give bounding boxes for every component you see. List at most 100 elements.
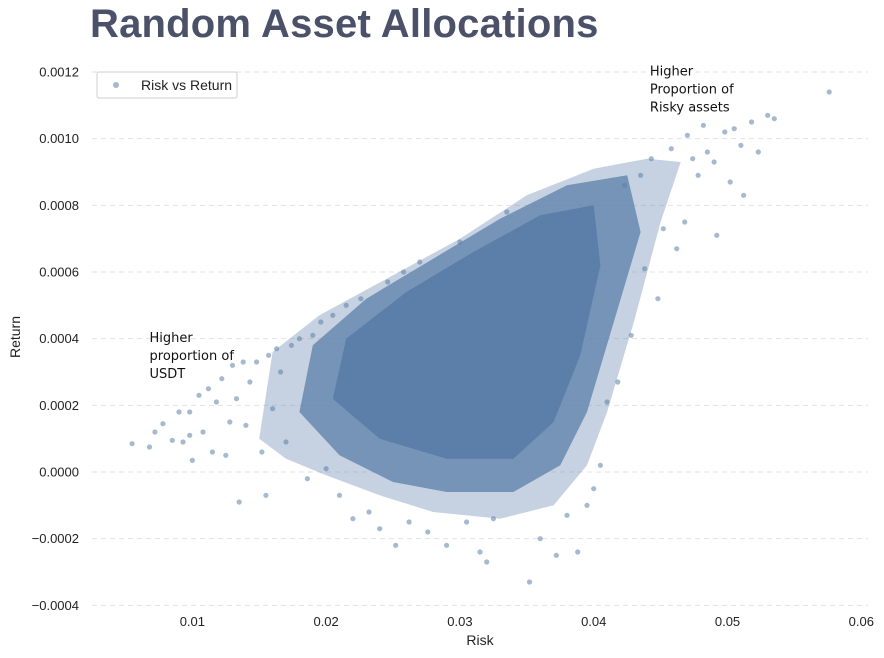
- y-axis-ticks: −0.0004 −0.0002 0.0000 0.0002 0.0004 0.0006 0.…: [32, 65, 79, 613]
- y-tick-label: 0.0000: [39, 465, 79, 480]
- point-cloud-band: [332, 205, 601, 459]
- data-point: [553, 552, 559, 558]
- data-point: [310, 332, 316, 338]
- data-point: [227, 419, 233, 425]
- data-point: [330, 312, 336, 318]
- data-point: [738, 142, 744, 148]
- data-point: [584, 502, 590, 508]
- data-point: [350, 516, 356, 522]
- data-point: [377, 526, 383, 532]
- data-point: [160, 421, 166, 427]
- data-point: [638, 172, 644, 178]
- data-point: [401, 269, 407, 275]
- data-point: [229, 362, 236, 368]
- x-axis-ticks: 0.01 0.02 0.03 0.04 0.05 0.06: [180, 614, 874, 629]
- legend-entry-label: Risk vs Return: [141, 77, 232, 93]
- data-point: [564, 512, 570, 518]
- data-point: [444, 542, 450, 548]
- y-tick-label: −0.0002: [32, 531, 79, 546]
- data-point: [358, 296, 364, 302]
- data-point: [537, 536, 543, 542]
- data-point: [484, 559, 490, 565]
- data-points: [129, 89, 832, 585]
- data-point: [304, 476, 310, 482]
- data-point: [366, 509, 372, 515]
- data-point: [628, 332, 634, 338]
- data-point: [604, 399, 610, 405]
- data-point: [200, 429, 206, 435]
- data-point: [575, 549, 581, 555]
- x-axis-label: Risk: [466, 632, 494, 648]
- data-point: [146, 444, 153, 450]
- x-tick-label: 0.02: [313, 614, 338, 629]
- data-point: [266, 352, 272, 358]
- data-point: [180, 439, 186, 445]
- data-point: [749, 119, 755, 125]
- data-point: [209, 449, 215, 455]
- data-point: [615, 379, 621, 385]
- data-point: [504, 209, 510, 215]
- data-point: [755, 149, 761, 155]
- data-point: [406, 519, 412, 525]
- data-point: [457, 239, 463, 245]
- y-tick-label: 0.0002: [39, 398, 79, 413]
- data-point: [223, 452, 229, 458]
- data-point: [741, 192, 747, 198]
- y-axis-label: Return: [7, 316, 23, 358]
- data-point: [642, 266, 648, 272]
- data-point: [714, 232, 720, 238]
- data-point: [771, 116, 777, 122]
- data-point: [219, 376, 225, 382]
- chart-title: Random Asset Allocations: [90, 2, 599, 46]
- data-point: [288, 342, 294, 348]
- data-point: [296, 336, 302, 342]
- data-point: [477, 549, 483, 555]
- annotation-line: USDT: [150, 367, 186, 382]
- data-point: [196, 392, 202, 398]
- data-point: [323, 466, 329, 472]
- data-point: [655, 296, 661, 302]
- data-point: [621, 182, 628, 188]
- data-point: [187, 432, 193, 438]
- annotation: Higher Proportion of Risky assets: [650, 64, 734, 115]
- annotation-line: Proportion of: [650, 82, 734, 97]
- data-point: [526, 579, 533, 585]
- data-point: [247, 379, 253, 385]
- x-tick-label: 0.01: [180, 614, 205, 629]
- data-point: [336, 492, 343, 498]
- data-point: [490, 516, 496, 522]
- annotation-line: Higher: [150, 331, 194, 346]
- annotations: Higher proportion of USDT Higher Proportion …: [150, 64, 735, 382]
- annotation-line: Higher: [650, 64, 694, 79]
- data-point: [189, 457, 195, 463]
- data-point: [668, 146, 674, 152]
- data-point: [205, 386, 211, 392]
- legend: Risk vs Return: [96, 71, 238, 99]
- data-point: [318, 319, 324, 325]
- data-point: [700, 122, 707, 128]
- data-point: [464, 519, 470, 525]
- data-point: [591, 486, 597, 492]
- data-point: [263, 492, 269, 498]
- data-point: [187, 409, 193, 415]
- data-point: [278, 369, 284, 375]
- legend-marker: [113, 82, 119, 88]
- data-point: [682, 219, 688, 225]
- data-point: [274, 346, 280, 352]
- data-point: [169, 437, 175, 443]
- y-tick-label: 0.0012: [39, 65, 79, 80]
- x-tick-label: 0.06: [849, 614, 874, 629]
- data-point: [385, 279, 391, 285]
- data-point: [270, 406, 276, 412]
- annotation-line: Risky assets: [650, 100, 730, 115]
- data-point: [233, 396, 240, 402]
- data-point: [343, 302, 349, 308]
- data-point: [765, 112, 771, 118]
- data-point: [826, 89, 832, 95]
- y-tick-label: 0.0008: [39, 198, 79, 213]
- annotation-line: proportion of: [150, 349, 235, 364]
- y-tick-label: 0.0010: [39, 131, 79, 146]
- data-point: [283, 439, 289, 445]
- data-point: [152, 429, 158, 435]
